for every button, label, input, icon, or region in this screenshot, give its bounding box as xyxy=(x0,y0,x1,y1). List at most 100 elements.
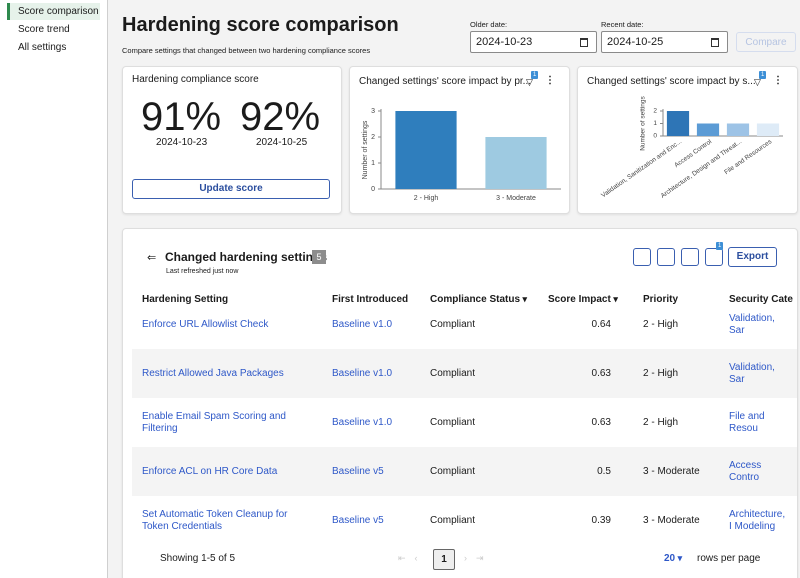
chart-title: Changed settings' score impact by s... xyxy=(587,76,756,87)
bar xyxy=(696,123,720,136)
score-date: 2024-10-23 xyxy=(156,137,208,148)
nav-item[interactable]: All settings xyxy=(18,42,67,53)
table-cell: Compliant xyxy=(430,515,476,526)
export-button[interactable]: Export xyxy=(728,247,777,267)
table-cell[interactable]: Restrict Allowed Java Packages xyxy=(142,367,284,379)
page-button[interactable]: 1 xyxy=(433,549,455,570)
row-band xyxy=(132,447,797,496)
y-tick-label: 1 xyxy=(371,160,375,167)
y-tick-label: 0 xyxy=(371,186,375,193)
update-button[interactable]: Update score xyxy=(132,179,330,199)
table-cell: 3 - Moderate xyxy=(643,515,700,526)
y-tick-label: 3 xyxy=(371,108,375,115)
table-cell[interactable]: Validation, Sar xyxy=(729,312,775,336)
y-tick-label: 1 xyxy=(653,120,657,127)
chart-card: Changed settings' score impact by pr... ▽… xyxy=(349,66,570,214)
y-axis-label: Number of settings xyxy=(362,120,369,179)
table-cell[interactable]: Baseline v1.0 xyxy=(332,319,393,330)
bar xyxy=(485,137,547,189)
filter-badge: 1 xyxy=(716,242,724,250)
date-input[interactable]: 2024-10-25 xyxy=(601,31,728,53)
row-band xyxy=(132,349,797,398)
column-header[interactable]: Priority xyxy=(643,294,679,305)
filter-badge: 1 xyxy=(531,71,539,79)
sidebar: Score comparison Score trend All setting… xyxy=(0,0,108,578)
chart-title: Changed settings' score impact by pr... xyxy=(359,76,531,87)
table-cell[interactable]: Set Automatic Token Cleanup for Token Cr… xyxy=(142,508,288,532)
table-cell: 2 - High xyxy=(643,417,679,428)
table-cell[interactable]: Validation, Sar xyxy=(729,361,775,385)
column-header[interactable]: Hardening Setting xyxy=(142,294,229,305)
table-cell: 2 - High xyxy=(643,319,679,330)
score-impact: 0.64 xyxy=(591,319,611,330)
compare-button[interactable]: Compare xyxy=(736,32,796,52)
score-card: Hardening compliance score 91% 2024-10-2… xyxy=(122,66,342,214)
column-header[interactable]: First Introduced xyxy=(332,294,409,305)
table-cell[interactable]: Baseline v1.0 xyxy=(332,417,393,428)
page-subtitle: Compare settings that changed between tw… xyxy=(122,46,371,55)
refreshed-note: Last refreshed just now xyxy=(166,268,239,275)
card-title: Hardening compliance score xyxy=(132,74,259,85)
filter-button[interactable] xyxy=(705,248,723,266)
table-cell: Compliant xyxy=(430,417,476,428)
column-header[interactable]: Score Impact xyxy=(548,294,618,305)
column-header[interactable]: Security Cate xyxy=(729,294,793,305)
table-cell: Compliant xyxy=(430,368,476,379)
table-cell: 2 - High xyxy=(643,368,679,379)
collapse-icon[interactable]: ⇐ xyxy=(147,252,157,264)
filter-icon[interactable]: ▽ xyxy=(526,77,533,87)
table-card: ⇐ Changed hardening settings 5 Last refr… xyxy=(122,228,798,578)
nav-item[interactable]: Score trend xyxy=(18,24,70,35)
pager-arrows: ⇤‹ xyxy=(398,553,427,563)
pager-arrows: ›⇥ xyxy=(464,553,493,563)
showing-text: Showing 1-5 of 5 xyxy=(160,553,236,564)
table-cell[interactable]: Enforce URL Allowlist Check xyxy=(142,318,269,330)
column-header[interactable]: Compliance Status xyxy=(430,294,527,305)
nav-item[interactable]: Score comparison xyxy=(7,3,100,20)
filter-badge: 1 xyxy=(759,71,767,79)
bar xyxy=(395,111,457,189)
refresh-button[interactable] xyxy=(633,248,651,266)
bar xyxy=(666,111,690,136)
score-value: 92% xyxy=(240,95,321,139)
date-label: Recent date: xyxy=(601,20,644,29)
table-cell[interactable]: Architecture, I Modeling xyxy=(729,508,786,532)
y-axis-label: Number of settings xyxy=(640,95,647,150)
score-impact: 0.5 xyxy=(597,466,611,477)
score-impact: 0.63 xyxy=(591,417,611,428)
settings-button[interactable] xyxy=(657,248,675,266)
table-cell[interactable]: Enforce ACL on HR Core Data xyxy=(142,465,278,477)
table-cell[interactable]: File and Resou xyxy=(729,410,765,434)
table-cell[interactable]: Baseline v5 xyxy=(332,515,384,526)
page-title: Hardening score comparison xyxy=(122,14,399,36)
table-cell[interactable]: Baseline v1.0 xyxy=(332,368,393,379)
table-cell: Compliant xyxy=(430,319,476,330)
rows-per-page: rows per page xyxy=(697,553,761,564)
menu-icon: ⋮ xyxy=(773,75,783,86)
table-cell: Compliant xyxy=(430,466,476,477)
table-cell[interactable]: Enable Email Spam Scoring and Filtering xyxy=(142,410,286,434)
score-value: 91% xyxy=(141,95,222,139)
page-size[interactable]: 20 xyxy=(664,553,682,564)
table-cell[interactable]: Baseline v5 xyxy=(332,466,384,477)
table-cell[interactable]: Access Contro xyxy=(729,459,762,483)
bar xyxy=(726,123,750,136)
open-button[interactable] xyxy=(681,248,699,266)
filter-icon[interactable]: ▽ xyxy=(754,77,761,87)
y-tick-label: 0 xyxy=(653,133,657,140)
table-title: Changed hardening settings xyxy=(165,250,328,264)
chart-card: Changed settings' score impact by s... ▽ 1… xyxy=(577,66,798,214)
bar xyxy=(756,123,780,136)
score-impact: 0.63 xyxy=(591,368,611,379)
score-date: 2024-10-25 xyxy=(256,137,308,148)
date-input[interactable]: 2024-10-23 xyxy=(470,31,597,53)
y-tick-label: 2 xyxy=(371,134,375,141)
x-tick-label: 3 - Moderate xyxy=(496,195,536,202)
x-tick-label: 2 - High xyxy=(414,195,439,202)
score-impact: 0.39 xyxy=(591,515,611,526)
table-cell: 3 - Moderate xyxy=(643,466,700,477)
y-tick-label: 2 xyxy=(653,108,657,115)
